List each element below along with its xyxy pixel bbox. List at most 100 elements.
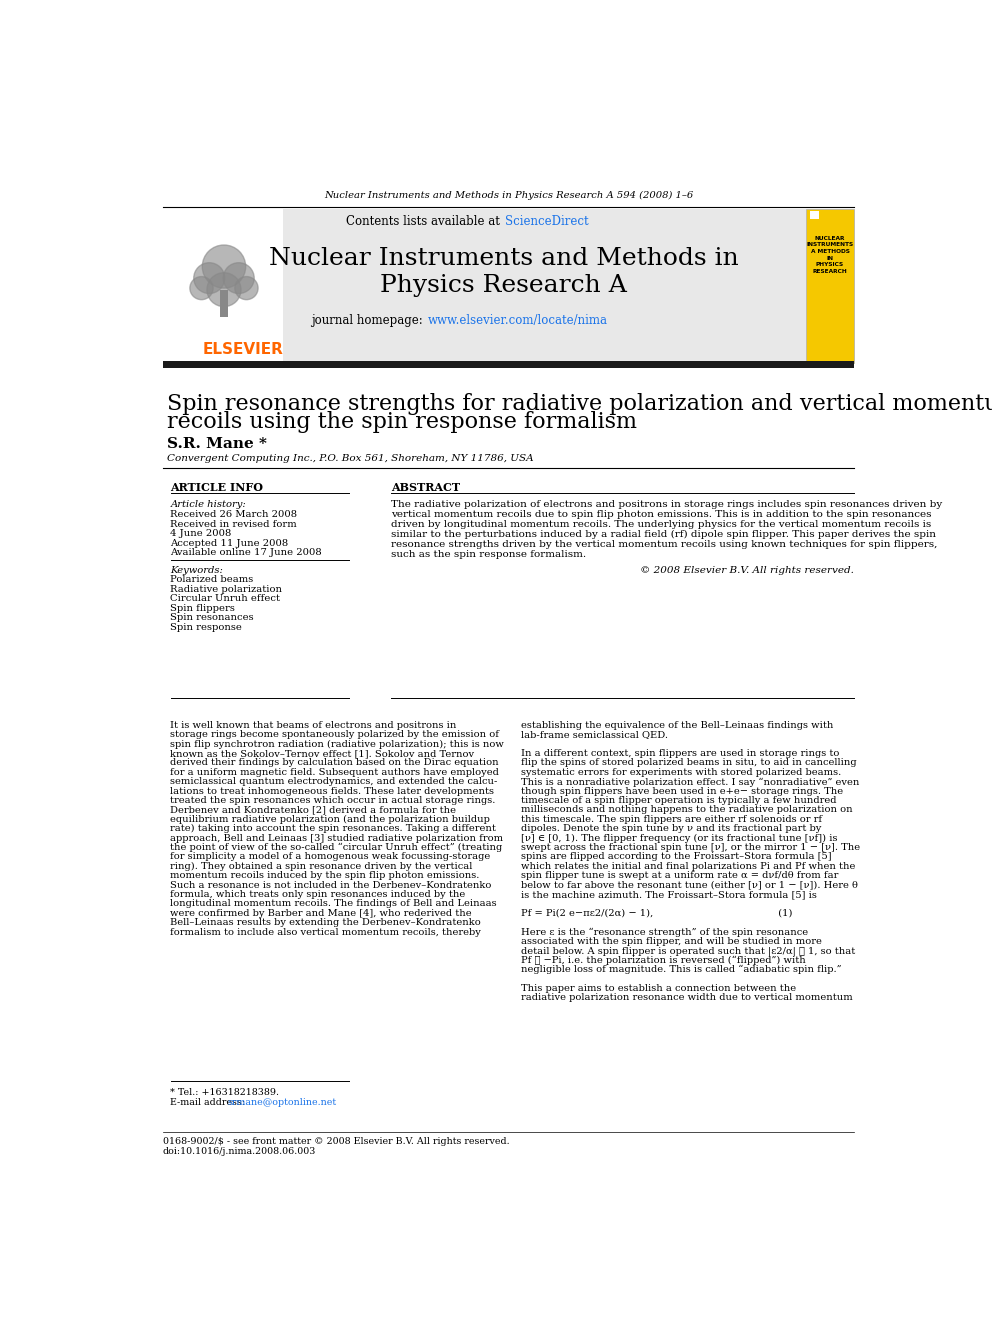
- Text: which relates the initial and final polarizations Pi and Pf when the: which relates the initial and final pola…: [521, 861, 855, 871]
- Text: rate) taking into account the spin resonances. Taking a different: rate) taking into account the spin reson…: [171, 824, 496, 833]
- Text: This paper aims to establish a connection between the: This paper aims to establish a connectio…: [521, 984, 796, 992]
- Circle shape: [207, 273, 241, 307]
- Bar: [809, 212, 819, 218]
- Text: Here ε is the “resonance strength” of the spin resonance: Here ε is the “resonance strength” of th…: [521, 927, 807, 937]
- Text: Bell–Leinaas results by extending the Derbenev–Kondratenko: Bell–Leinaas results by extending the De…: [171, 918, 481, 927]
- Text: for simplicity a model of a homogenous weak focussing-storage: for simplicity a model of a homogenous w…: [171, 852, 491, 861]
- Text: 0168-9002/$ - see front matter © 2008 Elsevier B.V. All rights reserved.: 0168-9002/$ - see front matter © 2008 El…: [163, 1136, 509, 1146]
- Text: Spin flippers: Spin flippers: [171, 603, 235, 613]
- Text: were confirmed by Barber and Mane [4], who rederived the: were confirmed by Barber and Mane [4], w…: [171, 909, 472, 918]
- Text: momentum recoils induced by the spin flip photon emissions.: momentum recoils induced by the spin fli…: [171, 871, 480, 880]
- Text: [ν] ∈ [0, 1). The flipper frequency (or its fractional tune [νf]) is: [ν] ∈ [0, 1). The flipper frequency (or …: [521, 833, 837, 843]
- Text: approach, Bell and Leinaas [3] studied radiative polarization from: approach, Bell and Leinaas [3] studied r…: [171, 833, 504, 843]
- Text: Spin resonance strengths for radiative polarization and vertical momentum: Spin resonance strengths for radiative p…: [167, 393, 992, 415]
- Text: systematic errors for experiments with stored polarized beams.: systematic errors for experiments with s…: [521, 767, 841, 777]
- Text: ARTICLE INFO: ARTICLE INFO: [171, 482, 264, 493]
- Text: formalism to include also vertical momentum recoils, thereby: formalism to include also vertical momen…: [171, 927, 481, 937]
- Text: longitudinal momentum recoils. The findings of Bell and Leinaas: longitudinal momentum recoils. The findi…: [171, 900, 497, 909]
- Text: Polarized beams: Polarized beams: [171, 576, 254, 583]
- Text: Contents lists available at: Contents lists available at: [346, 216, 504, 229]
- Text: NUCLEAR
INSTRUMENTS
A METHODS
IN
PHYSICS
RESEARCH: NUCLEAR INSTRUMENTS A METHODS IN PHYSICS…: [806, 235, 853, 274]
- Text: Nuclear Instruments and Methods in: Nuclear Instruments and Methods in: [269, 247, 739, 270]
- Text: resonance strengths driven by the vertical momentum recoils using known techniqu: resonance strengths driven by the vertic…: [392, 540, 937, 549]
- Text: detail below. A spin flipper is operated such that |ε2/α| ≫ 1, so that: detail below. A spin flipper is operated…: [521, 946, 855, 955]
- Text: treated the spin resonances which occur in actual storage rings.: treated the spin resonances which occur …: [171, 796, 496, 804]
- Circle shape: [189, 277, 213, 300]
- Text: spins are flipped according to the Froissart–Stora formula [5]: spins are flipped according to the Frois…: [521, 852, 831, 861]
- Text: ScienceDirect: ScienceDirect: [505, 216, 589, 229]
- Text: for a uniform magnetic field. Subsequent authors have employed: for a uniform magnetic field. Subsequent…: [171, 767, 499, 777]
- Circle shape: [193, 263, 225, 294]
- Text: known as the Sokolov–Ternov effect [1]. Sokolov and Ternov: known as the Sokolov–Ternov effect [1]. …: [171, 749, 474, 758]
- Text: radiative polarization resonance width due to vertical momentum: radiative polarization resonance width d…: [521, 994, 852, 1003]
- Bar: [163, 209, 283, 363]
- Text: flip the spins of stored polarized beams in situ, to aid in cancelling: flip the spins of stored polarized beams…: [521, 758, 856, 767]
- Text: Nuclear Instruments and Methods in Physics Research A 594 (2008) 1–6: Nuclear Instruments and Methods in Physi…: [323, 191, 693, 200]
- Text: formula, which treats only spin resonances induced by the: formula, which treats only spin resonanc…: [171, 890, 466, 898]
- Text: Spin resonances: Spin resonances: [171, 614, 254, 622]
- Text: lab-frame semiclassical QED.: lab-frame semiclassical QED.: [521, 730, 668, 740]
- Text: derived their findings by calculation based on the Dirac equation: derived their findings by calculation ba…: [171, 758, 499, 767]
- Text: though spin flippers have been used in e+e− storage rings. The: though spin flippers have been used in e…: [521, 787, 843, 795]
- Circle shape: [235, 277, 258, 300]
- Text: © 2008 Elsevier B.V. All rights reserved.: © 2008 Elsevier B.V. All rights reserved…: [640, 566, 854, 576]
- Text: srmane@optonline.net: srmane@optonline.net: [227, 1098, 336, 1107]
- Bar: [163, 209, 806, 363]
- Text: spin flipper tune is swept at a uniform rate α = dνf/dθ from far: spin flipper tune is swept at a uniform …: [521, 871, 838, 880]
- Text: ring). They obtained a spin resonance driven by the vertical: ring). They obtained a spin resonance dr…: [171, 861, 473, 871]
- Text: below to far above the resonant tune (either [ν] or 1 − [ν]). Here θ: below to far above the resonant tune (ei…: [521, 881, 858, 889]
- Text: timescale of a spin flipper operation is typically a few hundred: timescale of a spin flipper operation is…: [521, 796, 836, 804]
- Text: this timescale. The spin flippers are either rf solenoids or rf: this timescale. The spin flippers are ei…: [521, 815, 822, 824]
- Text: vertical momentum recoils due to spin flip photon emissions. This is in addition: vertical momentum recoils due to spin fl…: [392, 509, 931, 519]
- Text: 4 June 2008: 4 June 2008: [171, 529, 232, 538]
- Text: Received 26 March 2008: Received 26 March 2008: [171, 509, 298, 519]
- Circle shape: [223, 263, 254, 294]
- Text: semiclassical quantum electrodynamics, and extended the calcu-: semiclassical quantum electrodynamics, a…: [171, 777, 498, 786]
- Text: www.elsevier.com/locate/nima: www.elsevier.com/locate/nima: [428, 314, 608, 327]
- Text: is the machine azimuth. The Froissart–Stora formula [5] is: is the machine azimuth. The Froissart–St…: [521, 890, 816, 898]
- Text: Received in revised form: Received in revised form: [171, 520, 298, 528]
- Text: Available online 17 June 2008: Available online 17 June 2008: [171, 548, 322, 557]
- Text: Keywords:: Keywords:: [171, 566, 223, 574]
- Text: S.R. Mane *: S.R. Mane *: [167, 438, 267, 451]
- Text: Accepted 11 June 2008: Accepted 11 June 2008: [171, 538, 289, 548]
- Text: * Tel.: +16318218389.: * Tel.: +16318218389.: [171, 1088, 280, 1097]
- Text: This is a nonradiative polarization effect. I say “nonradiative” even: This is a nonradiative polarization effe…: [521, 777, 859, 787]
- Text: It is well known that beams of electrons and positrons in: It is well known that beams of electrons…: [171, 721, 457, 730]
- Text: doi:10.1016/j.nima.2008.06.003: doi:10.1016/j.nima.2008.06.003: [163, 1147, 316, 1156]
- Text: similar to the perturbations induced by a radial field (rf) dipole spin flipper.: similar to the perturbations induced by …: [392, 531, 936, 538]
- Text: Pf ≅ −Pi, i.e. the polarization is reversed (“flipped”) with: Pf ≅ −Pi, i.e. the polarization is rever…: [521, 955, 806, 964]
- Text: swept across the fractional spin tune [ν], or the mirror 1 − [ν]. The: swept across the fractional spin tune [ν…: [521, 843, 860, 852]
- Circle shape: [202, 245, 246, 288]
- Text: the point of view of the so-called “circular Unruh effect” (treating: the point of view of the so-called “circ…: [171, 843, 503, 852]
- Text: Pf = Pi(2 e−πε2/(2α) − 1),                                        (1): Pf = Pi(2 e−πε2/(2α) − 1), (1): [521, 909, 793, 918]
- Text: Derbenev and Kondratenko [2] derived a formula for the: Derbenev and Kondratenko [2] derived a f…: [171, 806, 456, 815]
- Text: Such a resonance is not included in the Derbenev–Kondratenko: Such a resonance is not included in the …: [171, 881, 492, 889]
- Text: establishing the equivalence of the Bell–Leinaas findings with: establishing the equivalence of the Bell…: [521, 721, 833, 730]
- Text: Radiative polarization: Radiative polarization: [171, 585, 283, 594]
- Text: negligible loss of magnitude. This is called “adiabatic spin flip.”: negligible loss of magnitude. This is ca…: [521, 964, 841, 975]
- Text: such as the spin response formalism.: such as the spin response formalism.: [392, 550, 586, 558]
- Text: equilibrium radiative polarization (and the polarization buildup: equilibrium radiative polarization (and …: [171, 815, 490, 824]
- Text: Circular Unruh effect: Circular Unruh effect: [171, 594, 281, 603]
- Text: lations to treat inhomogeneous fields. These later developments: lations to treat inhomogeneous fields. T…: [171, 787, 494, 795]
- Text: Physics Research A: Physics Research A: [380, 274, 627, 298]
- Text: The radiative polarization of electrons and positrons in storage rings includes : The radiative polarization of electrons …: [392, 500, 942, 509]
- Text: Article history:: Article history:: [171, 500, 246, 509]
- Text: dipoles. Denote the spin tune by ν and its fractional part by: dipoles. Denote the spin tune by ν and i…: [521, 824, 821, 833]
- Text: In a different context, spin flippers are used in storage rings to: In a different context, spin flippers ar…: [521, 749, 839, 758]
- Text: storage rings become spontaneously polarized by the emission of: storage rings become spontaneously polar…: [171, 730, 500, 740]
- Text: Spin response: Spin response: [171, 623, 242, 632]
- Text: E-mail address:: E-mail address:: [171, 1098, 249, 1107]
- Text: milliseconds and nothing happens to the radiative polarization on: milliseconds and nothing happens to the …: [521, 806, 852, 815]
- Text: journal homepage:: journal homepage:: [310, 314, 427, 327]
- Bar: [220, 290, 228, 316]
- Bar: [163, 360, 854, 368]
- Text: ELSEVIER: ELSEVIER: [203, 343, 284, 357]
- Text: spin flip synchrotron radiation (radiative polarization); this is now: spin flip synchrotron radiation (radiati…: [171, 740, 504, 749]
- Bar: [806, 209, 854, 363]
- Text: driven by longitudinal momentum recoils. The underlying physics for the vertical: driven by longitudinal momentum recoils.…: [392, 520, 931, 529]
- Text: recoils using the spin response formalism: recoils using the spin response formalis…: [167, 411, 637, 434]
- Text: associated with the spin flipper, and will be studied in more: associated with the spin flipper, and wi…: [521, 937, 821, 946]
- Text: ABSTRACT: ABSTRACT: [392, 482, 460, 493]
